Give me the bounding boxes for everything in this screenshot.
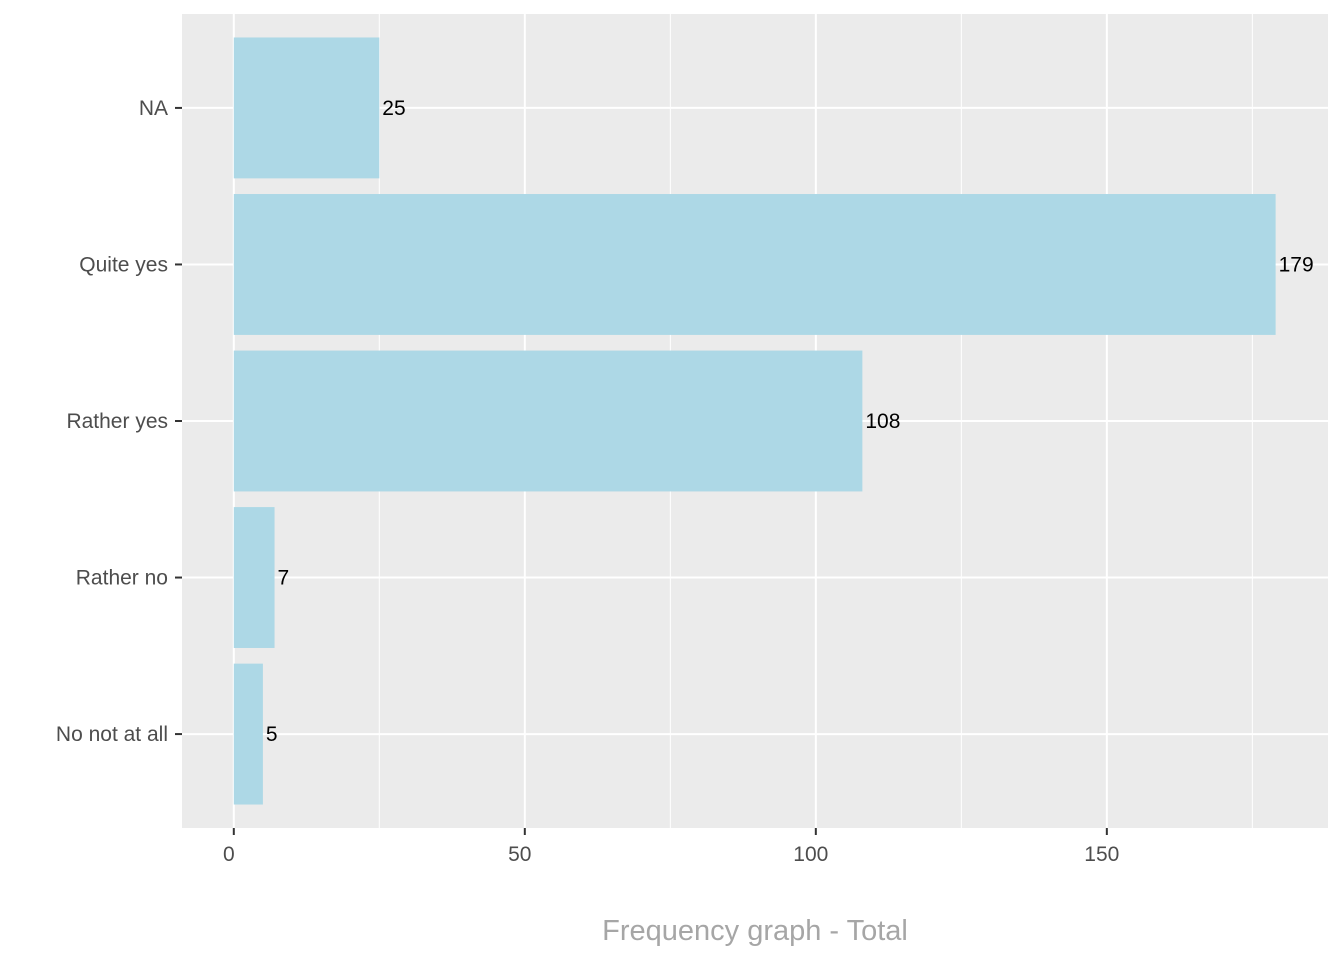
x-axis: 0 50 100 150 [223, 828, 1119, 866]
bar [233, 507, 275, 648]
data-label: 5 [266, 723, 278, 746]
bar [233, 194, 1276, 335]
y-axis: NA Quite yes Rather yes Rather no No not at … [56, 97, 182, 746]
data-label: 25 [382, 97, 405, 120]
bar [233, 663, 263, 805]
bar [233, 37, 380, 179]
y-tick-label: Quite yes [79, 253, 168, 276]
y-tick-label: Rather no [76, 567, 168, 590]
data-label: 179 [1279, 253, 1314, 276]
x-axis-title: Frequency graph - Total [602, 915, 908, 947]
data-label: 7 [278, 567, 290, 590]
y-tick-label: No not at all [56, 723, 168, 746]
x-tick-label: 150 [1084, 843, 1119, 866]
y-tick-label: NA [139, 97, 168, 120]
data-label: 108 [865, 410, 900, 433]
data-labels: 25 179 108 7 5 [266, 97, 1314, 746]
bar [233, 350, 863, 492]
bars [233, 37, 1276, 805]
x-tick-label: 100 [793, 843, 828, 866]
x-tick-label: 50 [508, 843, 531, 866]
x-tick-label: 0 [223, 843, 235, 866]
y-tick-label: Rather yes [66, 410, 168, 433]
